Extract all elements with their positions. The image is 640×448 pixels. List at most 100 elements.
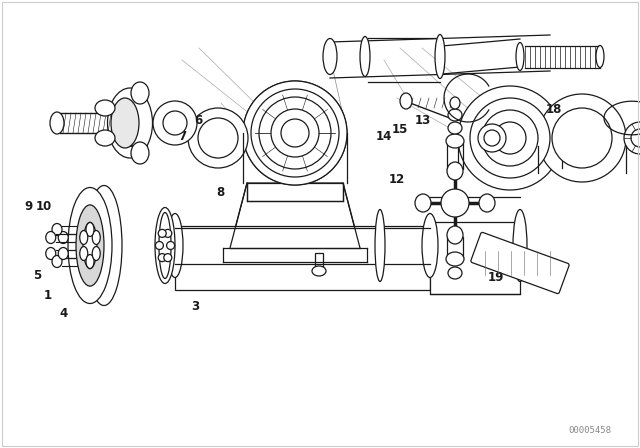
Circle shape <box>243 81 347 185</box>
Circle shape <box>164 254 172 262</box>
Ellipse shape <box>80 231 88 245</box>
Circle shape <box>156 241 163 250</box>
Ellipse shape <box>92 246 100 260</box>
Ellipse shape <box>50 112 64 134</box>
Ellipse shape <box>86 254 94 268</box>
Text: 4: 4 <box>60 307 68 320</box>
Circle shape <box>259 97 331 169</box>
Text: 1: 1 <box>44 289 52 302</box>
Circle shape <box>441 189 469 217</box>
Circle shape <box>552 108 612 168</box>
Circle shape <box>470 98 550 178</box>
Text: 5: 5 <box>33 269 41 282</box>
Ellipse shape <box>83 222 97 269</box>
Circle shape <box>275 113 315 153</box>
Polygon shape <box>230 183 360 248</box>
Text: 13: 13 <box>414 114 431 128</box>
Text: 3: 3 <box>191 300 199 314</box>
Ellipse shape <box>446 252 464 266</box>
Polygon shape <box>247 183 343 201</box>
Circle shape <box>263 101 327 165</box>
Ellipse shape <box>52 255 62 267</box>
Circle shape <box>243 81 347 185</box>
Circle shape <box>158 254 166 262</box>
Text: 2: 2 <box>89 264 97 278</box>
Ellipse shape <box>52 224 62 236</box>
Circle shape <box>153 101 197 145</box>
Text: 9: 9 <box>25 199 33 213</box>
Text: 00005458: 00005458 <box>568 426 611 435</box>
Ellipse shape <box>86 185 122 306</box>
Text: 8: 8 <box>217 186 225 199</box>
Circle shape <box>482 110 538 166</box>
Ellipse shape <box>167 214 183 277</box>
Bar <box>175 226 430 290</box>
Ellipse shape <box>58 232 68 244</box>
Circle shape <box>538 94 626 182</box>
FancyBboxPatch shape <box>471 233 569 293</box>
Text: 10: 10 <box>35 199 52 213</box>
Ellipse shape <box>111 98 139 148</box>
Ellipse shape <box>312 266 326 276</box>
Ellipse shape <box>446 134 464 148</box>
Ellipse shape <box>516 43 524 70</box>
Ellipse shape <box>131 82 149 104</box>
Ellipse shape <box>448 109 462 121</box>
Circle shape <box>198 118 238 158</box>
Circle shape <box>271 109 319 157</box>
Ellipse shape <box>479 194 495 212</box>
Ellipse shape <box>323 39 337 74</box>
Circle shape <box>281 119 309 147</box>
Circle shape <box>251 89 339 177</box>
Text: 7: 7 <box>179 130 186 143</box>
Text: 11: 11 <box>120 137 136 150</box>
Ellipse shape <box>80 246 88 260</box>
Ellipse shape <box>447 162 463 180</box>
Circle shape <box>494 122 526 154</box>
Ellipse shape <box>447 226 463 244</box>
Ellipse shape <box>58 247 68 259</box>
Bar <box>315 253 323 267</box>
Ellipse shape <box>155 207 175 284</box>
Ellipse shape <box>435 34 445 78</box>
Circle shape <box>164 229 172 237</box>
Circle shape <box>158 229 166 237</box>
Ellipse shape <box>422 214 438 277</box>
Ellipse shape <box>375 210 385 281</box>
Circle shape <box>484 130 500 146</box>
Ellipse shape <box>76 205 104 286</box>
Circle shape <box>253 91 337 175</box>
Circle shape <box>631 129 640 147</box>
Ellipse shape <box>513 210 527 281</box>
Circle shape <box>478 124 506 152</box>
Text: 14: 14 <box>376 130 392 143</box>
Circle shape <box>458 86 562 190</box>
Circle shape <box>166 241 175 250</box>
Ellipse shape <box>95 130 115 146</box>
Ellipse shape <box>596 46 604 68</box>
Ellipse shape <box>400 93 412 109</box>
Bar <box>430 222 520 294</box>
Bar <box>223 239 367 253</box>
Ellipse shape <box>108 88 152 158</box>
Ellipse shape <box>159 212 171 279</box>
Circle shape <box>163 111 187 135</box>
Text: 12: 12 <box>388 172 405 186</box>
Ellipse shape <box>46 232 56 244</box>
Ellipse shape <box>415 194 431 212</box>
Ellipse shape <box>95 100 115 116</box>
Text: 6: 6 <box>195 114 202 128</box>
Ellipse shape <box>450 97 460 109</box>
Circle shape <box>624 122 640 154</box>
Text: 18: 18 <box>545 103 562 116</box>
Ellipse shape <box>448 267 462 279</box>
Ellipse shape <box>131 142 149 164</box>
Text: 15: 15 <box>392 123 408 137</box>
Ellipse shape <box>46 247 56 259</box>
Text: 19: 19 <box>488 271 504 284</box>
Ellipse shape <box>360 36 370 77</box>
Ellipse shape <box>86 223 94 237</box>
Ellipse shape <box>448 122 462 134</box>
Ellipse shape <box>68 188 112 303</box>
Circle shape <box>188 108 248 168</box>
